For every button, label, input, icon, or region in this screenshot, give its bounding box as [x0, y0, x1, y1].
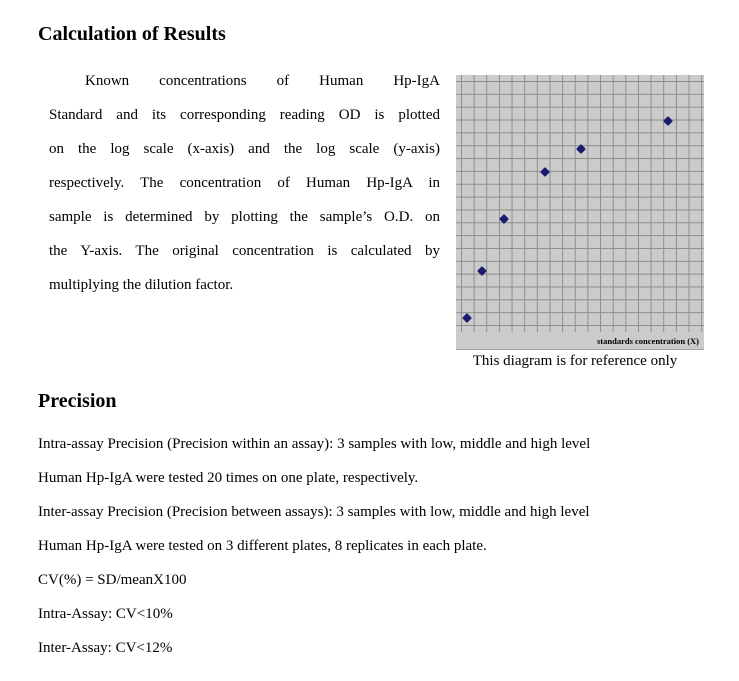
- precision-line: Inter-Assay: CV<12%: [38, 640, 173, 656]
- calculation-paragraph-line: Standard and its corresponding reading O…: [49, 107, 440, 123]
- precision-line: Inter-assay Precision (Precision between…: [38, 504, 590, 520]
- calculation-paragraph-line: respectively. The concentration of Human…: [49, 175, 440, 191]
- data-point-diamond: [663, 116, 673, 126]
- precision-line: Human Hp-IgA were tested on 3 different …: [38, 538, 487, 554]
- precision-line: CV(%) = SD/meanX100: [38, 572, 187, 588]
- calculation-of-results-heading: Calculation of Results: [38, 23, 226, 45]
- calculation-paragraph-line: sample is determined by plotting the sam…: [49, 209, 440, 225]
- standards-curve-chart: standards concentration (X): [456, 75, 704, 351]
- calculation-paragraph-line: Known concentrations of Human Hp-IgA: [85, 73, 440, 89]
- calculation-paragraph-line: multiplying the dilution factor.: [49, 277, 234, 293]
- data-point-diamond: [477, 266, 487, 277]
- data-point-diamond: [462, 313, 473, 324]
- data-point-diamond: [540, 166, 550, 177]
- chart-caption: This diagram is for reference only: [472, 353, 678, 369]
- calculation-paragraph-line: the Y-axis. The original concentration i…: [49, 243, 440, 259]
- chart-plot-area: [456, 75, 704, 332]
- x-axis-band: standards concentration (X): [456, 332, 704, 350]
- x-axis-label: standards concentration (X): [597, 336, 699, 346]
- precision-line: Intra-assay Precision (Precision within …: [38, 436, 591, 452]
- calculation-paragraph-line: on the log scale (x-axis) and the log sc…: [49, 141, 440, 157]
- data-point-diamond: [576, 144, 586, 154]
- data-point-diamond: [499, 213, 510, 224]
- precision-paragraph: Intra-assay Precision (Precision within …: [38, 427, 703, 665]
- precision-line: Intra-Assay: CV<10%: [38, 606, 173, 622]
- precision-heading: Precision: [38, 390, 117, 412]
- calculation-paragraph: Known concentrations of Human Hp-IgA Stan…: [49, 64, 440, 302]
- precision-line: Human Hp-IgA were tested 20 times on one…: [38, 470, 419, 486]
